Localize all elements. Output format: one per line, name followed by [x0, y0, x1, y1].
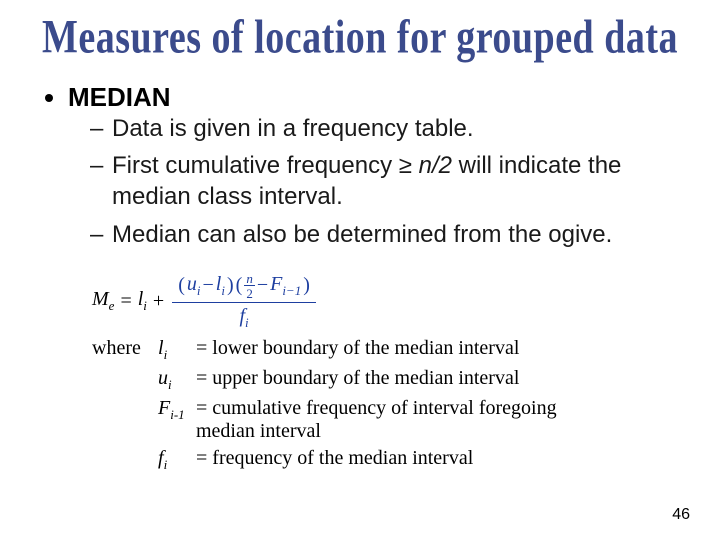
sym-li: li — [138, 288, 147, 314]
heading-bullet: MEDIAN Data is given in a frequency tabl… — [68, 82, 690, 250]
sym-f-sub: i — [245, 315, 249, 330]
sym-M-sub: e — [109, 298, 115, 313]
fraction: ( ui − li ) ( n 2 − Fi−1 ) — [172, 272, 316, 331]
where-def-4: = frequency of the median interval — [196, 447, 690, 470]
where-sym-4b: i — [164, 457, 168, 472]
sym-li2: li — [216, 273, 225, 299]
eq2: = — [196, 367, 207, 389]
bullet-2-ital: n/2 — [419, 152, 452, 179]
lparen2: ( — [236, 274, 243, 297]
bullet-1: Data is given in a frequency table. — [90, 113, 690, 144]
bullet-list: MEDIAN Data is given in a frequency tabl… — [40, 82, 690, 250]
sym-Fi1: Fi−1 — [270, 273, 301, 299]
sym-l2-sub: i — [221, 283, 225, 298]
heading-text: MEDIAN — [68, 82, 171, 112]
eq-lhs: Me — [92, 288, 114, 314]
formula-block: Me = li + ( ui − li ) ( — [92, 272, 690, 473]
eq1: = — [196, 337, 207, 359]
sub-bullet-list: Data is given in a frequency table. Firs… — [68, 113, 690, 250]
where-sym-1: li — [158, 337, 190, 363]
where-txt-3: cumulative frequency of interval foregoi… — [196, 397, 557, 442]
where-def-3: = cumulative frequency of interval foreg… — [196, 397, 616, 443]
content-area: MEDIAN Data is given in a frequency tabl… — [40, 82, 690, 473]
sym-u-sub: i — [197, 283, 201, 298]
eq3: = — [196, 397, 207, 419]
where-txt-4: frequency of the median interval — [212, 447, 473, 469]
rparen1: ) — [227, 274, 234, 297]
slide-title: Measures of location for grouped data — [0, 0, 720, 65]
where-def-2: = upper boundary of the median interval — [196, 367, 690, 390]
eq4: = — [196, 447, 207, 469]
bullet-2-a: First cumulative frequency ≥ — [112, 152, 419, 179]
bullet-3: Median can also be determined from the o… — [90, 219, 690, 250]
page-number: 46 — [672, 506, 690, 524]
where-sym-3: Fi-1 — [158, 397, 190, 423]
where-sym-3a: F — [158, 397, 170, 419]
sym-l-sub: i — [143, 298, 147, 313]
sym-M: M — [92, 288, 109, 310]
where-sym-2a: u — [158, 367, 168, 389]
sym-F-sub: i−1 — [282, 283, 301, 298]
minus1: − — [203, 274, 214, 297]
sym-ui: ui — [187, 273, 201, 299]
where-sym-3b: i-1 — [170, 407, 184, 422]
minus2: − — [257, 274, 268, 297]
where-sym-2b: i — [168, 377, 172, 392]
bullet-2: First cumulative frequency ≥ n/2 will in… — [90, 150, 690, 212]
eq-equals: = — [120, 290, 131, 313]
sym-u: u — [187, 273, 197, 295]
eq-plus: + — [153, 290, 164, 313]
rparen2: ) — [303, 274, 310, 297]
median-equation: Me = li + ( ui − li ) ( — [92, 272, 690, 331]
where-sym-4: fi — [158, 447, 190, 473]
slide: Measures of location for grouped data ME… — [0, 0, 720, 540]
mini-den: 2 — [246, 286, 253, 300]
sym-F: F — [270, 273, 282, 295]
mini-num: n — [244, 272, 255, 286]
where-def-1: = lower boundary of the median interval — [196, 337, 690, 360]
where-sym-2: ui — [158, 367, 190, 393]
where-txt-1: lower boundary of the median interval — [212, 337, 519, 359]
where-sym-1b: i — [164, 347, 168, 362]
fraction-numerator: ( ui − li ) ( n 2 − Fi−1 ) — [172, 272, 316, 303]
where-definitions: where li = lower boundary of the median … — [92, 337, 690, 473]
where-label: where — [92, 337, 152, 360]
where-txt-2: upper boundary of the median interval — [212, 367, 519, 389]
fraction-denominator: fi — [239, 303, 248, 331]
lparen1: ( — [178, 274, 185, 297]
mini-fraction: n 2 — [244, 272, 255, 300]
